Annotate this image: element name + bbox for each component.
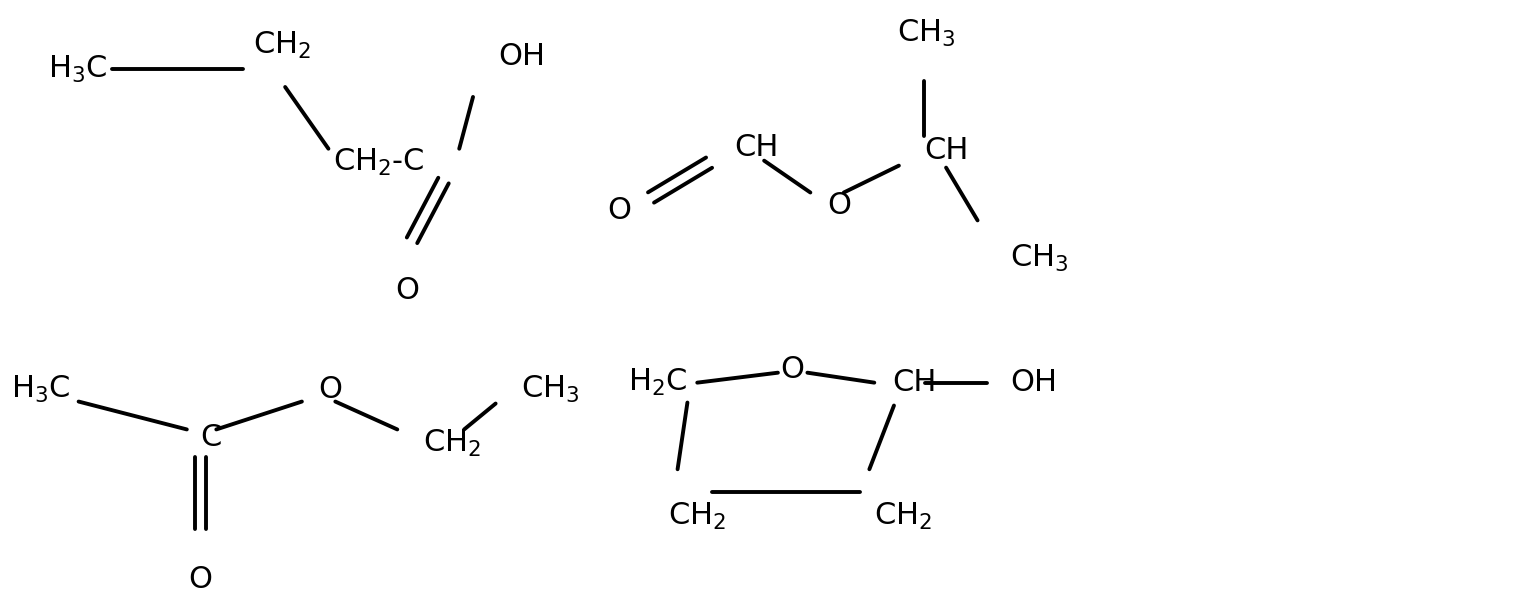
Text: OH: OH <box>499 42 546 71</box>
Text: CH: CH <box>735 133 779 162</box>
Text: CH$_2$: CH$_2$ <box>253 30 310 61</box>
Text: O: O <box>607 196 631 225</box>
Text: CH: CH <box>924 136 968 165</box>
Text: CH$_2$: CH$_2$ <box>875 501 932 532</box>
Text: H$_3$C: H$_3$C <box>12 374 71 405</box>
Text: CH$_3$: CH$_3$ <box>897 18 956 49</box>
Text: CH$_3$: CH$_3$ <box>1011 243 1068 275</box>
Text: CH$_2$-C: CH$_2$-C <box>333 147 425 178</box>
Text: CH$_3$: CH$_3$ <box>520 374 579 405</box>
Text: CH$_2$: CH$_2$ <box>422 428 481 459</box>
Text: O: O <box>395 276 419 305</box>
Text: H$_2$C: H$_2$C <box>628 367 687 398</box>
Text: CH: CH <box>893 368 937 397</box>
Text: OH: OH <box>1011 368 1058 397</box>
Text: O: O <box>781 355 805 384</box>
Text: O: O <box>319 375 342 404</box>
Text: CH$_2$: CH$_2$ <box>667 501 726 532</box>
Text: C: C <box>201 423 222 452</box>
Text: O: O <box>828 191 852 220</box>
Text: O: O <box>189 565 212 594</box>
Text: H$_3$C: H$_3$C <box>48 54 107 85</box>
